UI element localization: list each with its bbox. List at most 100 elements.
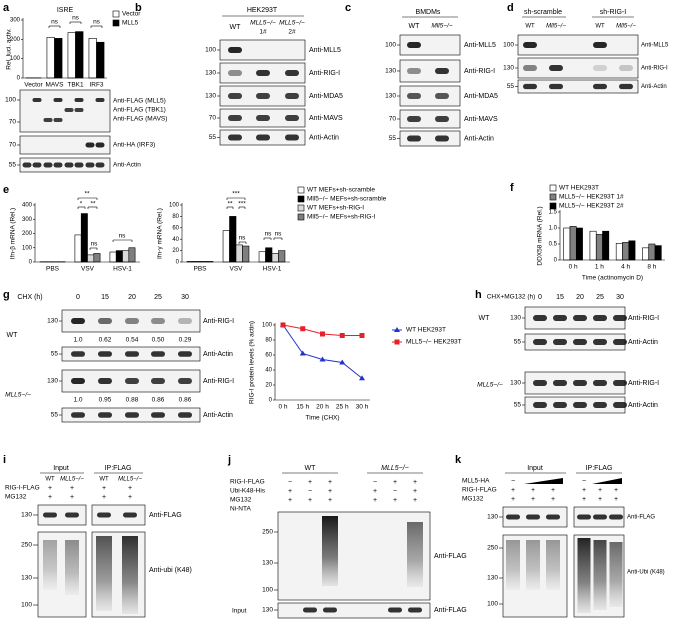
- blot-band: [151, 412, 165, 418]
- legend-swatch: [549, 193, 557, 201]
- blot-band: [151, 378, 165, 384]
- blot-band: [613, 315, 627, 321]
- bar: [115, 250, 123, 263]
- legend-label: MLL5: [122, 20, 139, 27]
- y-axis-label: Ifn-γ mRNA (Rel.): [157, 208, 164, 259]
- blot-band: [125, 378, 139, 384]
- marker-label: 130: [487, 514, 498, 521]
- ratio-label: 0.50: [152, 337, 165, 344]
- blot-band: [95, 162, 105, 168]
- marker-label: 130: [510, 380, 521, 387]
- x-tick-label: 8 h: [647, 264, 656, 271]
- blot-band: [573, 339, 587, 345]
- x-axis-label: Time (CHX): [305, 415, 339, 422]
- y-tick-label: 300: [10, 18, 21, 24]
- blot-band: [285, 134, 299, 141]
- blot-header: MLL5−/−: [381, 465, 409, 472]
- x-tick-label: 30 h: [356, 404, 369, 411]
- blot-band: [285, 70, 299, 76]
- lane-label: 20: [128, 294, 136, 301]
- significance-label: **: [90, 201, 96, 208]
- x-tick-label: 1 h: [595, 264, 604, 271]
- blot-band: [85, 162, 95, 168]
- condition-sign: +: [393, 497, 397, 504]
- marker-label: 55: [514, 402, 522, 409]
- condition-sign: +: [393, 479, 397, 486]
- condition-sign: +: [598, 496, 602, 503]
- condition-sign: +: [373, 497, 377, 504]
- x-tick-label: HSV-1: [113, 266, 132, 273]
- ratio-label: 0.54: [126, 337, 139, 344]
- x-tick-label: HSV-1: [263, 266, 282, 273]
- significance-label: ns: [265, 231, 273, 238]
- point: [320, 331, 325, 337]
- antibody-label: Anti-MLL5: [641, 43, 669, 49]
- legend-label: MLL5−/− HEK293T 1#: [559, 194, 624, 201]
- condition-sign: +: [614, 496, 618, 503]
- blot-band: [573, 315, 587, 321]
- blot-band: [553, 380, 567, 386]
- condition-label: Ubi-K48-His: [230, 488, 266, 495]
- y-tick-label: 20: [172, 248, 179, 254]
- antibody-label: Anti-RIG-I: [628, 380, 659, 387]
- x-tick-label: 25 h: [336, 404, 349, 411]
- blot-frame: [277, 602, 431, 619]
- blot-header: CHX+MG132 (h): [487, 294, 536, 301]
- lane-label: WT: [409, 23, 421, 30]
- panel-label: e: [3, 184, 9, 196]
- lane-label: 0: [76, 294, 80, 301]
- blot-band: [32, 162, 42, 168]
- significance-label: ***: [238, 201, 246, 208]
- condition-sign: +: [128, 494, 132, 501]
- blot-frame: [277, 511, 431, 601]
- y-axis-label: Ifn-β mRNA (Rel.): [10, 208, 17, 259]
- bar: [595, 234, 603, 261]
- point: [359, 375, 365, 381]
- y-axis-label: Rel. luci. activ.: [6, 28, 13, 70]
- blot-band: [125, 412, 139, 418]
- blot-band: [43, 512, 57, 518]
- blot-band: [593, 65, 607, 71]
- blot-band: [22, 162, 32, 168]
- blot-band: [95, 142, 105, 148]
- blot-header: Input: [53, 465, 69, 472]
- lane-label: 15: [101, 294, 109, 301]
- group-label: WT: [479, 315, 491, 322]
- condition-sign: +: [511, 487, 515, 494]
- blot-header: IP:FLAG: [586, 465, 613, 472]
- condition-label: MG132: [5, 494, 27, 501]
- blot-band: [71, 318, 85, 324]
- blot-band: [98, 318, 112, 324]
- group-label: MLL5−/−: [5, 392, 31, 399]
- bar: [575, 227, 583, 261]
- condition-sign: +: [70, 494, 74, 501]
- x-tick-label: VSV: [229, 266, 243, 273]
- blot-band: [98, 412, 112, 418]
- bar: [271, 253, 279, 263]
- antibody-label: Anti-ubi (K48): [149, 567, 192, 574]
- condition-sign: +: [102, 485, 106, 492]
- condition-sign: +: [328, 497, 332, 504]
- bar: [265, 247, 273, 263]
- blot-band: [435, 68, 449, 74]
- lane-label: MLL5−/−: [118, 477, 142, 483]
- condition-sign: +: [373, 488, 377, 495]
- legend-label: MLL5−/− HEK293T 2#: [559, 203, 624, 210]
- marker-label: 130: [510, 315, 521, 322]
- y-tick-label: 80: [265, 338, 272, 344]
- blot-band: [407, 135, 421, 142]
- blot-band: [256, 93, 270, 99]
- y-tick-label: 0: [17, 76, 21, 82]
- blot-band: [407, 93, 421, 99]
- antibody-label: Anti-Actin: [628, 402, 658, 409]
- x-tick-label: 4 h: [621, 264, 630, 271]
- y-tick-label: 60: [265, 353, 272, 359]
- ratio-label: 1.0: [73, 337, 82, 344]
- blot-smear: [577, 538, 591, 613]
- marker-label: 100: [487, 601, 498, 608]
- blot-band: [151, 318, 165, 324]
- y-tick-label: 400: [22, 203, 33, 209]
- antibody-label: Anti-RIG-I: [203, 318, 234, 325]
- x-tick-label: PBS: [193, 266, 207, 273]
